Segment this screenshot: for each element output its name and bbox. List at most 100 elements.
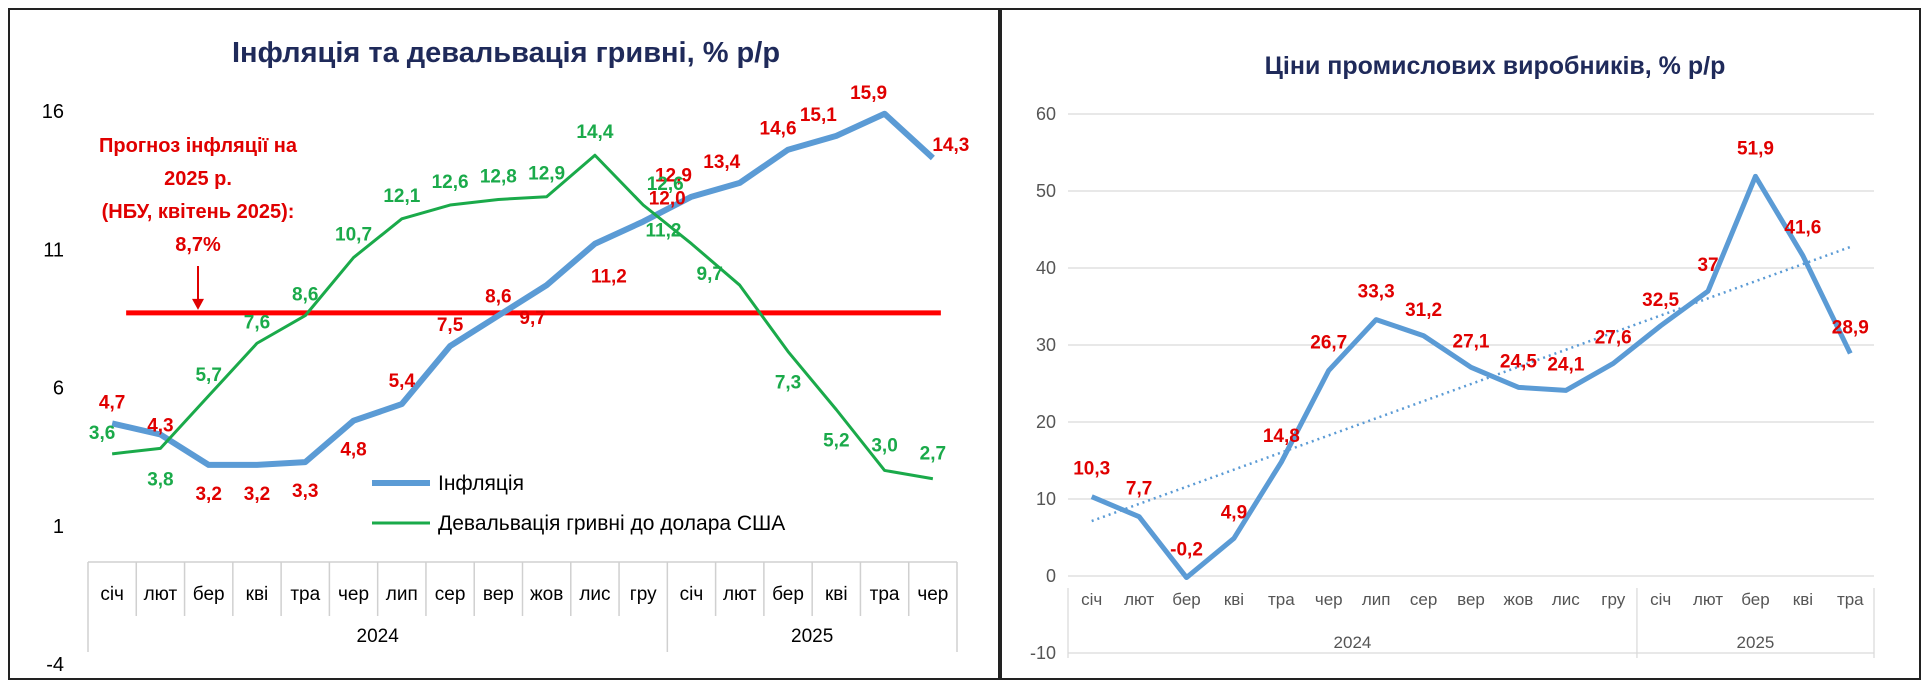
x-tick-label: жов — [1503, 590, 1533, 609]
y-tick-label: 0 — [1046, 566, 1056, 586]
data-label: 7,7 — [1126, 479, 1152, 500]
inflation-devaluation-chart-panel: Інфляція та девальвація гривні, % р/р -4… — [8, 8, 1000, 680]
y-tick-label: -10 — [1030, 643, 1056, 663]
producer-prices-chart-panel: Ціни промислових виробників, % р/р -10 0 1… — [1000, 8, 1921, 680]
y-tick-label: 1 — [53, 516, 64, 538]
year-label: 2025 — [791, 626, 833, 647]
data-label: 14,3 — [932, 135, 969, 156]
x-tick-label: лют — [1693, 590, 1723, 609]
x-tick-label: тра — [1837, 590, 1864, 609]
data-label: 26,7 — [1310, 332, 1347, 353]
x-tick-label: гру — [630, 584, 657, 605]
data-label: 4,8 — [340, 440, 366, 461]
x-tick-label: лип — [386, 584, 418, 605]
x-tick-label: лют — [1124, 590, 1154, 609]
x-tick-label: тра — [290, 584, 320, 605]
data-label: 11,2 — [591, 267, 627, 288]
x-tick-label: жов — [530, 584, 563, 605]
x-tick-label: сер — [1410, 590, 1437, 609]
x-tick-label: вер — [483, 584, 514, 605]
legend-label: Інфляція — [438, 472, 524, 495]
y-tick-label: 10 — [1036, 489, 1056, 509]
x-tick-label: лип — [1362, 590, 1391, 609]
x-tick-label: чер — [1315, 590, 1343, 609]
data-label: 9,7 — [697, 264, 723, 285]
data-label: 33,3 — [1358, 282, 1395, 303]
year-label: 2024 — [1334, 633, 1372, 652]
x-tick-label: кві — [246, 584, 269, 605]
data-label: 10,3 — [1073, 459, 1110, 480]
y-tick-label: -4 — [46, 654, 64, 676]
data-label: 10,7 — [335, 225, 372, 246]
data-label: 7,5 — [437, 315, 464, 336]
producer-prices-chart: Ціни промислових виробників, % р/р -10 0 1… — [1030, 52, 1875, 663]
x-tick-label: кві — [825, 584, 848, 605]
series-line-inflation — [111, 110, 935, 468]
data-label: 3,2 — [195, 484, 221, 505]
y-tick-label: 50 — [1036, 181, 1056, 201]
data-label: 27,6 — [1595, 327, 1632, 348]
forecast-annotation-line: (НБУ, квітень 2025): — [102, 201, 295, 223]
series-line-devaluation — [111, 153, 934, 481]
forecast-annotation-line: 2025 р. — [164, 168, 232, 190]
data-label: 51,9 — [1737, 138, 1774, 159]
x-tick-label: вер — [1457, 590, 1485, 609]
x-tick-label: тра — [870, 584, 900, 605]
annotation-arrowhead — [192, 298, 204, 310]
x-tick-label: січ — [1081, 590, 1102, 609]
data-label: -0,2 — [1170, 540, 1203, 561]
data-label: 3,3 — [292, 481, 318, 502]
data-label: 9,7 — [519, 308, 545, 329]
data-label: 15,1 — [800, 105, 837, 126]
data-label: 28,9 — [1832, 317, 1869, 338]
data-label: 3,8 — [147, 469, 173, 490]
data-label: 14,8 — [1263, 426, 1300, 447]
data-label: 37 — [1697, 255, 1718, 276]
data-label: 12,1 — [383, 186, 420, 207]
y-tick-label: 40 — [1036, 258, 1056, 278]
x-tick-label: сер — [435, 584, 466, 605]
data-label: 3,0 — [871, 435, 897, 456]
x-tick-label: чер — [917, 584, 948, 605]
data-label: 8,6 — [485, 287, 511, 308]
chart-title: Інфляція та девальвація гривні, % р/р — [232, 37, 780, 69]
data-label: 5,4 — [389, 371, 416, 392]
data-label: 5,7 — [195, 365, 221, 386]
chart-title: Ціни промислових виробників, % р/р — [1265, 52, 1726, 80]
data-label: 14,6 — [760, 119, 797, 140]
data-label: 14,4 — [576, 122, 613, 143]
x-tick-label: бер — [193, 584, 225, 605]
data-label: 24,5 — [1500, 351, 1537, 372]
data-label: 4,3 — [147, 416, 173, 437]
data-label: 31,2 — [1405, 300, 1442, 321]
data-label: 7,3 — [775, 373, 801, 394]
forecast-annotation-line: 8,7% — [175, 234, 221, 256]
y-tick-label: 60 — [1036, 104, 1056, 124]
data-label: 12,8 — [480, 166, 517, 187]
data-label: 4,7 — [99, 392, 125, 413]
data-label: 4,9 — [1221, 502, 1247, 523]
data-label: 15,9 — [850, 83, 887, 104]
series-line-producer-prices — [1090, 173, 1853, 581]
data-label: 12,9 — [528, 164, 565, 185]
y-tick-label: 6 — [53, 378, 64, 400]
legend-label: Девальвація гривні до долара США — [438, 512, 785, 535]
data-label: 8,6 — [292, 285, 318, 306]
x-tick-label: бер — [1172, 590, 1200, 609]
data-label: 2,7 — [920, 444, 946, 465]
year-label: 2025 — [1737, 633, 1775, 652]
data-label: 7,6 — [244, 312, 270, 333]
x-tick-label: лют — [144, 584, 178, 605]
data-label: 12,0 — [649, 189, 686, 210]
data-label: 27,1 — [1453, 331, 1490, 352]
y-tick-label: 11 — [43, 239, 64, 261]
x-tick-label: гру — [1601, 590, 1625, 609]
x-tick-label: лют — [723, 584, 757, 605]
x-tick-label: бер — [772, 584, 804, 605]
x-tick-label: чер — [338, 584, 369, 605]
y-tick-label: 16 — [42, 101, 64, 123]
x-tick-label: тра — [1268, 590, 1295, 609]
data-label: 12,6 — [647, 174, 684, 195]
inflation-devaluation-chart: Інфляція та девальвація гривні, % р/р -4… — [42, 37, 970, 676]
x-tick-label: кві — [1224, 590, 1244, 609]
